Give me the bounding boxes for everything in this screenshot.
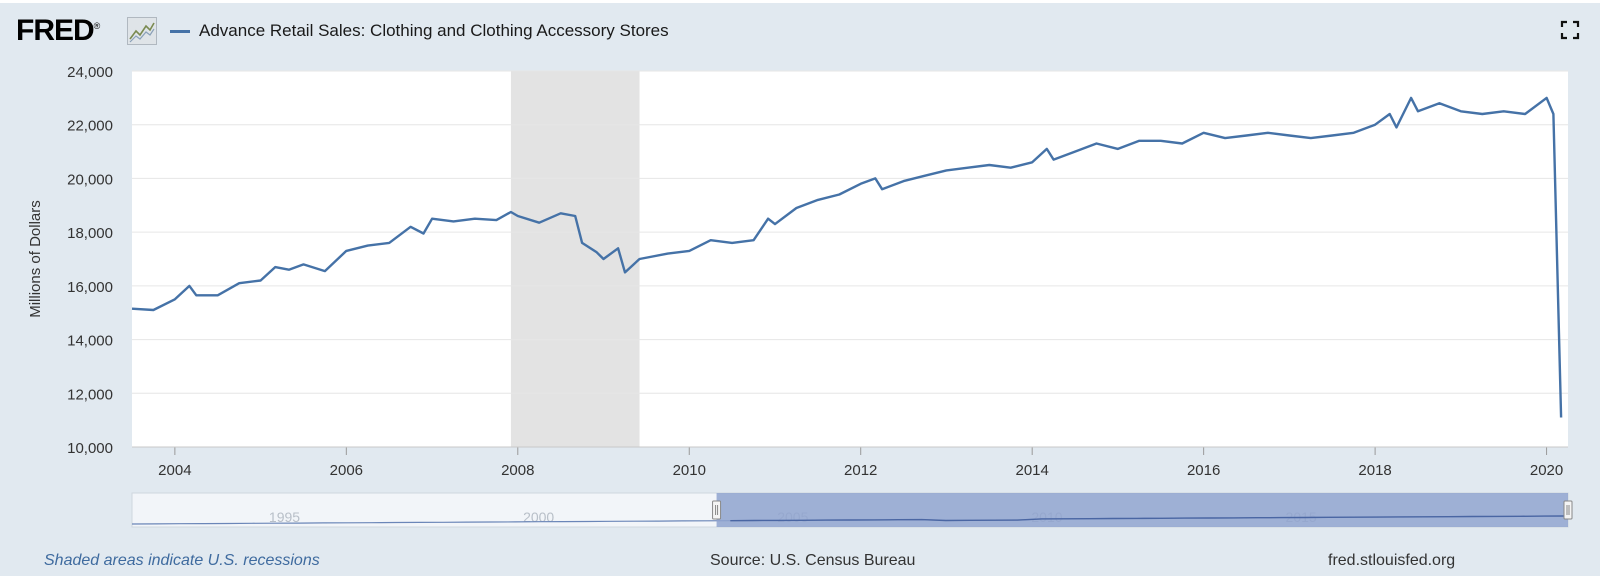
y-tick-label: 16,000: [67, 279, 113, 296]
y-axis-label: Millions of Dollars: [27, 200, 44, 318]
plot-area: [132, 71, 1568, 447]
navigator-handle-left[interactable]: [712, 500, 722, 520]
y-tick-label: 18,000: [67, 225, 113, 242]
fred-logo[interactable]: FRED®: [16, 14, 101, 48]
navigator-handle-right[interactable]: [1563, 500, 1573, 520]
legend-label: Advance Retail Sales: Clothing and Cloth…: [199, 21, 669, 40]
y-tick-label: 14,000: [67, 333, 113, 350]
registered-mark: ®: [93, 21, 101, 31]
y-tick-label: 22,000: [67, 118, 113, 135]
x-tick-label: 2018: [1358, 462, 1391, 479]
recessions-note[interactable]: Shaded areas indicate U.S. recessions: [44, 552, 320, 569]
navigator-selection: [716, 493, 1568, 527]
source-note: Source: U.S. Census Bureau: [710, 552, 916, 569]
graph-line-icon: [127, 17, 157, 45]
x-tick-label: 2008: [501, 462, 534, 479]
x-tick-label: 2020: [1530, 462, 1563, 479]
y-tick-label: 20,000: [67, 171, 113, 188]
site-link[interactable]: fred.stlouisfed.org: [1328, 552, 1456, 569]
y-tick-label: 10,000: [67, 440, 113, 457]
x-tick-label: 2006: [330, 462, 363, 479]
x-tick-label: 2004: [158, 462, 191, 479]
y-tick-label: 24,000: [67, 64, 113, 81]
recession-band: [510, 71, 640, 447]
x-tick-label: 2016: [1187, 462, 1220, 479]
x-tick-label: 2010: [673, 462, 706, 479]
legend-swatch: [170, 30, 190, 33]
top-border: [0, 0, 1600, 3]
x-tick-label: 2012: [844, 462, 877, 479]
navigator-tick-label: 2000: [523, 509, 554, 525]
series-line: [131, 96, 1563, 418]
y-tick-label: 12,000: [67, 386, 113, 403]
fred-logo-text: FRED: [16, 14, 95, 47]
navigator-selected-series: [730, 515, 1569, 522]
x-tick-label: 2014: [1015, 462, 1048, 479]
navigator-tick-label: 1995: [269, 509, 300, 525]
fullscreen-icon[interactable]: [1560, 20, 1580, 40]
